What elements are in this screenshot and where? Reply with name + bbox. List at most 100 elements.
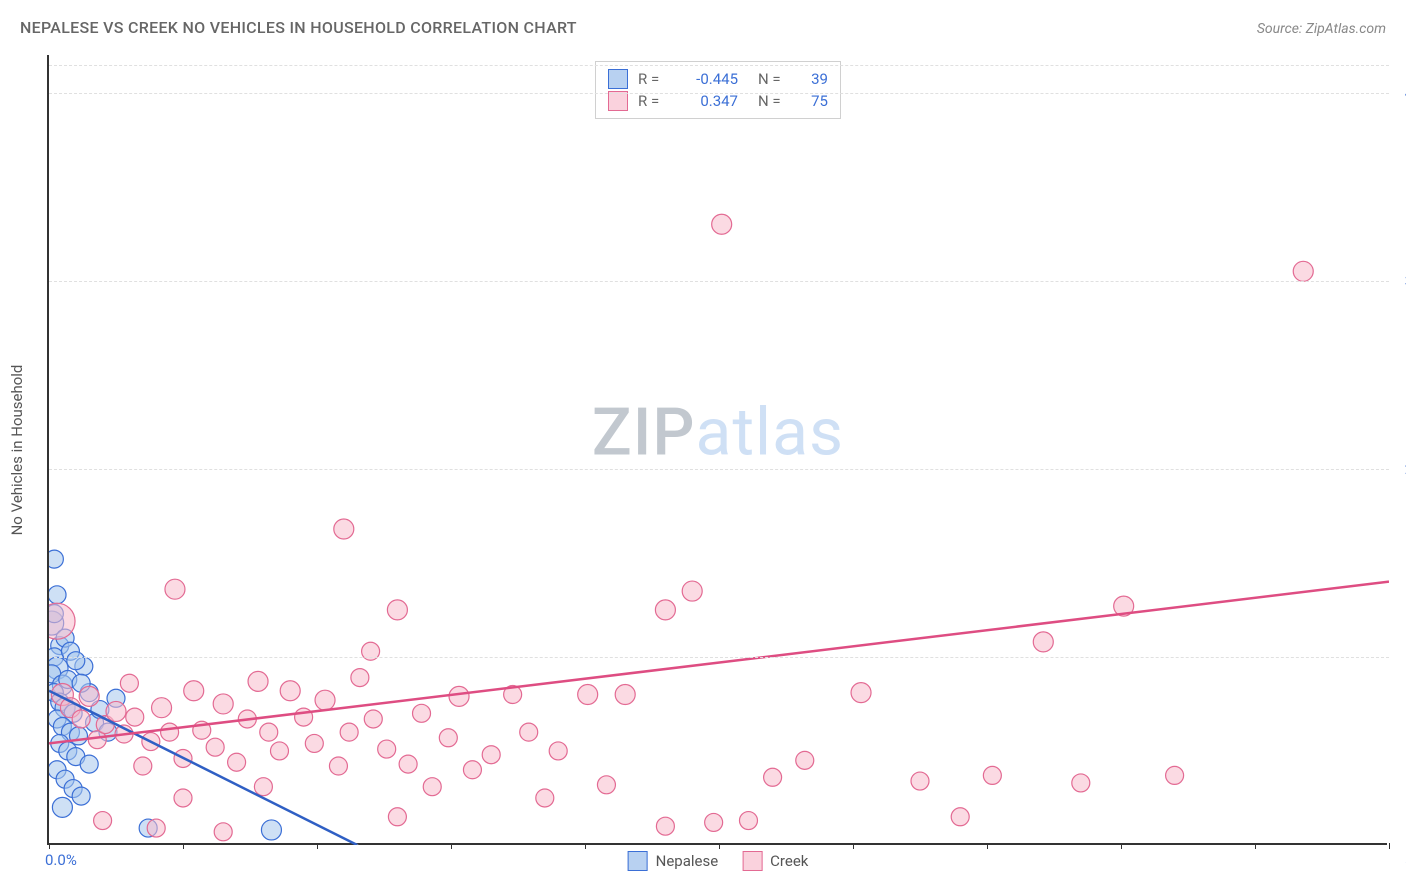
scatter-point [126, 708, 144, 726]
scatter-point [94, 812, 112, 830]
x-tick [317, 843, 318, 849]
x-tick [585, 843, 586, 849]
scatter-point [315, 690, 335, 710]
scatter-point [161, 723, 179, 741]
scatter-point [49, 586, 66, 604]
x-tick [1255, 843, 1256, 849]
swatch-creek [742, 851, 762, 871]
scatter-point [329, 757, 347, 775]
y-axis-title: No Vehicles in Household [8, 365, 26, 536]
scatter-point [214, 823, 232, 841]
scatter-point [120, 674, 138, 692]
scatter-point [72, 710, 90, 728]
scatter-point [682, 581, 702, 601]
scatter-point [248, 671, 268, 691]
swatch-creek [608, 91, 628, 111]
x-tick [49, 843, 50, 849]
correlation-legend: R = -0.445 N = 39 R = 0.347 N = 75 [595, 61, 841, 119]
grid-line [49, 93, 1389, 94]
scatter-point [378, 740, 396, 758]
corr-row-nepalese: R = -0.445 N = 39 [608, 68, 828, 90]
corr-r-creek: 0.347 [678, 92, 738, 110]
scatter-point [597, 776, 615, 794]
legend-label-nepalese: Nepalese [656, 852, 719, 870]
scatter-point [983, 766, 1001, 784]
scatter-point [351, 669, 369, 687]
x-tick [719, 843, 720, 849]
scatter-point [656, 817, 674, 835]
scatter-point [1166, 766, 1184, 784]
scatter-point [578, 685, 598, 705]
scatter-point [228, 753, 246, 771]
scatter-point [449, 686, 469, 706]
corr-n-label: N = [758, 70, 788, 88]
legend-item-creek: Creek [742, 851, 808, 871]
x-tick [183, 843, 184, 849]
scatter-point [147, 819, 165, 837]
scatter-point [134, 757, 152, 775]
scatter-point [270, 742, 288, 760]
grid-line [49, 281, 1389, 282]
swatch-nepalese [628, 851, 648, 871]
scatter-point [423, 778, 441, 796]
corr-n-nepalese: 39 [798, 70, 828, 88]
scatter-point [520, 723, 538, 741]
scatter-point [184, 681, 204, 701]
grid-line [49, 657, 1389, 658]
scatter-point [536, 789, 554, 807]
scatter-point [911, 772, 929, 790]
grid-line [49, 65, 1389, 66]
legend-label-creek: Creek [770, 852, 808, 870]
scatter-point [305, 734, 323, 752]
series-legend: Nepalese Creek [628, 851, 809, 871]
x-tick [987, 843, 988, 849]
x-axis-start-label: 0.0% [45, 851, 77, 869]
scatter-point [106, 701, 126, 721]
scatter-point [52, 797, 72, 817]
grid-line [49, 469, 1389, 470]
scatter-point [254, 778, 272, 796]
chart-title: NEPALESE VS CREEK NO VEHICLES IN HOUSEHO… [20, 18, 577, 37]
scatter-point [951, 808, 969, 826]
scatter-point [152, 698, 172, 718]
scatter-point [549, 742, 567, 760]
scatter-point [213, 694, 233, 714]
scatter-point [482, 746, 500, 764]
x-tick [853, 843, 854, 849]
scatter-point [413, 704, 431, 722]
scatter-point [79, 686, 99, 706]
scatter-point [364, 710, 382, 728]
scatter-point [387, 600, 407, 620]
scatter-point [764, 768, 782, 786]
chart-source: Source: ZipAtlas.com [1257, 21, 1386, 37]
scatter-point [1033, 632, 1053, 652]
scatter-point [705, 813, 723, 831]
chart-container: No Vehicles in Household ZIPatlas R = -0… [47, 55, 1387, 845]
scatter-point [80, 755, 98, 773]
scatter-point [261, 820, 281, 840]
scatter-point [174, 789, 192, 807]
scatter-point [739, 812, 757, 830]
scatter-point [615, 685, 635, 705]
x-tick [1389, 843, 1390, 849]
swatch-nepalese [608, 69, 628, 89]
scatter-point [67, 652, 85, 670]
scatter-point [796, 751, 814, 769]
corr-r-nepalese: -0.445 [678, 70, 738, 88]
chart-header: NEPALESE VS CREEK NO VEHICLES IN HOUSEHO… [0, 0, 1406, 47]
scatter-point [399, 755, 417, 773]
scatter-point [165, 579, 185, 599]
corr-r-label: R = [638, 70, 668, 88]
x-tick [451, 843, 452, 849]
scatter-point [334, 519, 354, 539]
scatter-point [655, 600, 675, 620]
corr-r-label: R = [638, 92, 668, 110]
x-tick [1121, 843, 1122, 849]
scatter-point [1293, 261, 1313, 281]
corr-n-label: N = [758, 92, 788, 110]
scatter-point [340, 723, 358, 741]
scatter-point [388, 808, 406, 826]
scatter-point [69, 727, 87, 745]
scatter-point [206, 738, 224, 756]
scatter-point [280, 681, 300, 701]
